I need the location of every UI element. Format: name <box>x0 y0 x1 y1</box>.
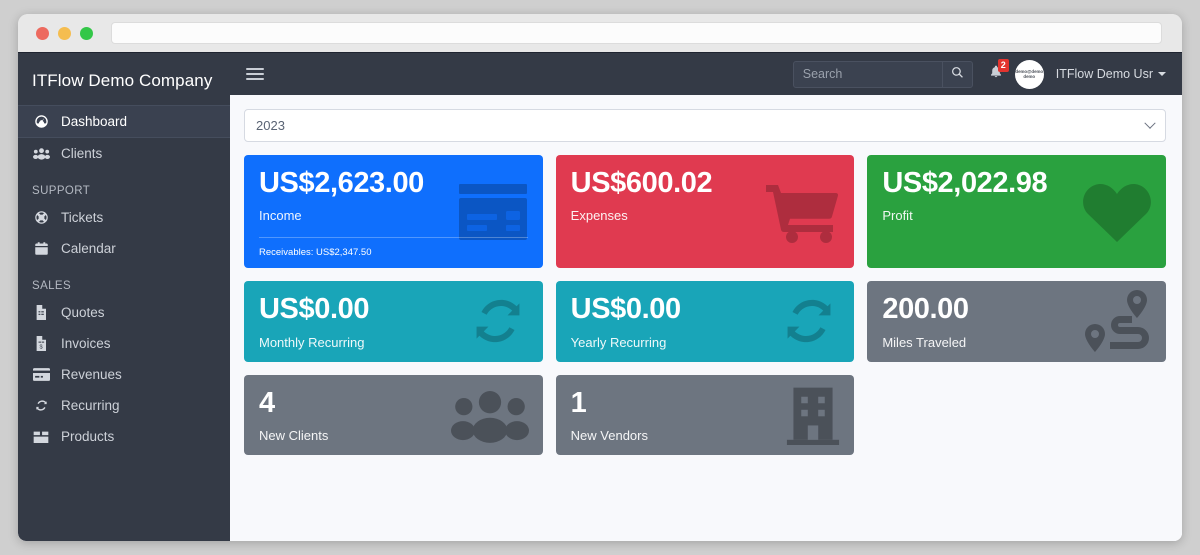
notification-badge: 2 <box>997 59 1009 72</box>
stat-card-empty-slot <box>867 375 1166 455</box>
stat-label: Income <box>259 208 302 224</box>
browser-window: ITFlow Demo Company Dashboard Clients SU… <box>18 14 1182 541</box>
sidebar-item-clients[interactable]: Clients <box>18 138 230 169</box>
stat-value: US$2,022.98 <box>882 167 1048 199</box>
sidebar-item-label: Quotes <box>61 305 105 320</box>
file-invoice-dollar-icon: $ <box>32 336 50 351</box>
stat-card-row: 4 New Clients 1 New Vendors <box>244 374 1166 455</box>
stat-card-row: US$0.00 Monthly Recurring US$0.00 Yearly… <box>244 281 1167 362</box>
stat-card-income[interactable]: US$2,623.00 Income Receivables: US$2,347… <box>244 155 543 269</box>
minimize-window-button[interactable] <box>58 26 71 40</box>
sync-icon <box>778 290 840 352</box>
calendar-icon <box>32 241 50 256</box>
search-box <box>792 60 973 88</box>
stat-label: Expenses <box>570 208 628 224</box>
heart-icon <box>1082 181 1152 243</box>
topbar-right: 2 demo@demo demo ITFlow Demo Usr <box>989 59 1166 89</box>
sidebar: ITFlow Demo Company Dashboard Clients SU… <box>18 53 230 541</box>
search-input[interactable] <box>793 61 942 87</box>
stat-card-monthly-recurring[interactable]: US$0.00 Monthly Recurring <box>244 281 543 362</box>
stat-value: US$2,623.00 <box>259 167 424 199</box>
stat-value: 4 <box>259 386 275 419</box>
route-icon <box>1080 290 1152 353</box>
gauge-icon <box>32 114 50 129</box>
stat-card-yearly-recurring[interactable]: US$0.00 Yearly Recurring <box>555 281 855 362</box>
credit-card-icon <box>32 368 50 381</box>
sidebar-item-label: Calendar <box>61 241 116 256</box>
users-icon <box>450 386 529 444</box>
stat-card-new-clients[interactable]: 4 New Clients <box>244 374 543 455</box>
sidebar-item-tickets[interactable]: Tickets <box>18 202 230 233</box>
stat-card-expenses[interactable]: US$600.02 Expenses <box>555 155 855 269</box>
sidebar-item-label: Products <box>61 429 115 444</box>
url-bar[interactable] <box>111 22 1162 44</box>
stat-card-miles-traveled[interactable]: 200.00 Miles Traveled <box>867 281 1167 362</box>
year-filter-select[interactable]: 2023 <box>244 109 1166 142</box>
sidebar-item-recurring[interactable]: Recurring <box>18 390 230 421</box>
dashboard-content: 2023 US$2,623.00 Income Receivables: US$… <box>230 95 1182 541</box>
sidebar-heading-support: SUPPORT <box>32 185 91 197</box>
brand-title: ITFlow Demo Company <box>32 71 213 90</box>
hamburger-icon[interactable] <box>246 65 264 83</box>
life-ring-icon <box>32 210 50 225</box>
sidebar-item-label: Revenues <box>61 367 122 382</box>
close-window-button[interactable] <box>36 26 49 40</box>
search-icon <box>951 66 964 82</box>
sidebar-item-label: Clients <box>61 146 103 161</box>
stat-value: US$0.00 <box>259 293 370 326</box>
window-controls <box>28 26 93 40</box>
main-area: 2 demo@demo demo ITFlow Demo Usr 2023 <box>230 53 1182 541</box>
svg-text:$: $ <box>39 345 43 351</box>
sidebar-heading-sales: SALES <box>32 280 72 292</box>
file-lines-icon <box>32 305 50 320</box>
sidebar-item-label: Invoices <box>61 336 111 351</box>
shopping-cart-icon <box>766 181 840 243</box>
stat-value: 1 <box>570 386 587 419</box>
stat-label: Miles Traveled <box>882 334 967 350</box>
invoice-card-icon <box>457 183 529 240</box>
sidebar-item-products[interactable]: Products <box>18 421 230 452</box>
stat-label: New Clients <box>259 427 329 443</box>
sync-icon <box>467 290 529 352</box>
stat-value: 200.00 <box>882 293 969 326</box>
users-icon <box>32 146 50 161</box>
sidebar-item-label: Dashboard <box>61 114 128 129</box>
sync-icon <box>32 398 50 413</box>
sidebar-item-invoices[interactable]: $ Invoices <box>18 328 230 359</box>
sidebar-item-label: Tickets <box>61 210 104 225</box>
stat-card-profit[interactable]: US$2,022.98 Profit <box>867 155 1167 269</box>
sidebar-item-revenues[interactable]: Revenues <box>18 359 230 390</box>
stat-value: US$0.00 <box>570 293 681 326</box>
stat-label: New Vendors <box>570 427 648 443</box>
maximize-window-button[interactable] <box>80 26 93 40</box>
year-filter-value: 2023 <box>256 118 285 133</box>
stat-label: Yearly Recurring <box>570 334 667 350</box>
stat-footer: Receivables: US$2,347.50 <box>259 237 528 258</box>
avatar[interactable]: demo@demo demo <box>1014 59 1044 89</box>
stat-card-new-vendors[interactable]: 1 New Vendors <box>555 374 855 455</box>
sidebar-item-label: Recurring <box>61 398 120 413</box>
sidebar-item-quotes[interactable]: Quotes <box>18 297 230 328</box>
topbar: 2 demo@demo demo ITFlow Demo Usr <box>230 53 1182 95</box>
browser-chrome-bar <box>18 14 1182 52</box>
user-menu-button[interactable]: ITFlow Demo Usr <box>1056 67 1166 81</box>
building-icon <box>786 385 840 445</box>
sidebar-item-calendar[interactable]: Calendar <box>18 233 230 264</box>
stat-card-row: US$2,623.00 Income Receivables: US$2,347… <box>244 155 1167 269</box>
search-button[interactable] <box>941 61 972 87</box>
user-menu-label: ITFlow Demo Usr <box>1055 67 1153 81</box>
stat-label: Monthly Recurring <box>259 334 365 350</box>
chevron-down-icon <box>1144 117 1156 129</box>
sidebar-item-dashboard[interactable]: Dashboard <box>18 105 230 138</box>
chevron-down-icon <box>1158 72 1166 76</box>
notifications-button[interactable]: 2 <box>989 59 1009 84</box>
stat-value: US$600.02 <box>570 167 713 199</box>
box-icon <box>32 430 50 444</box>
stat-label: Profit <box>882 208 913 224</box>
app-viewport: ITFlow Demo Company Dashboard Clients SU… <box>18 52 1182 541</box>
